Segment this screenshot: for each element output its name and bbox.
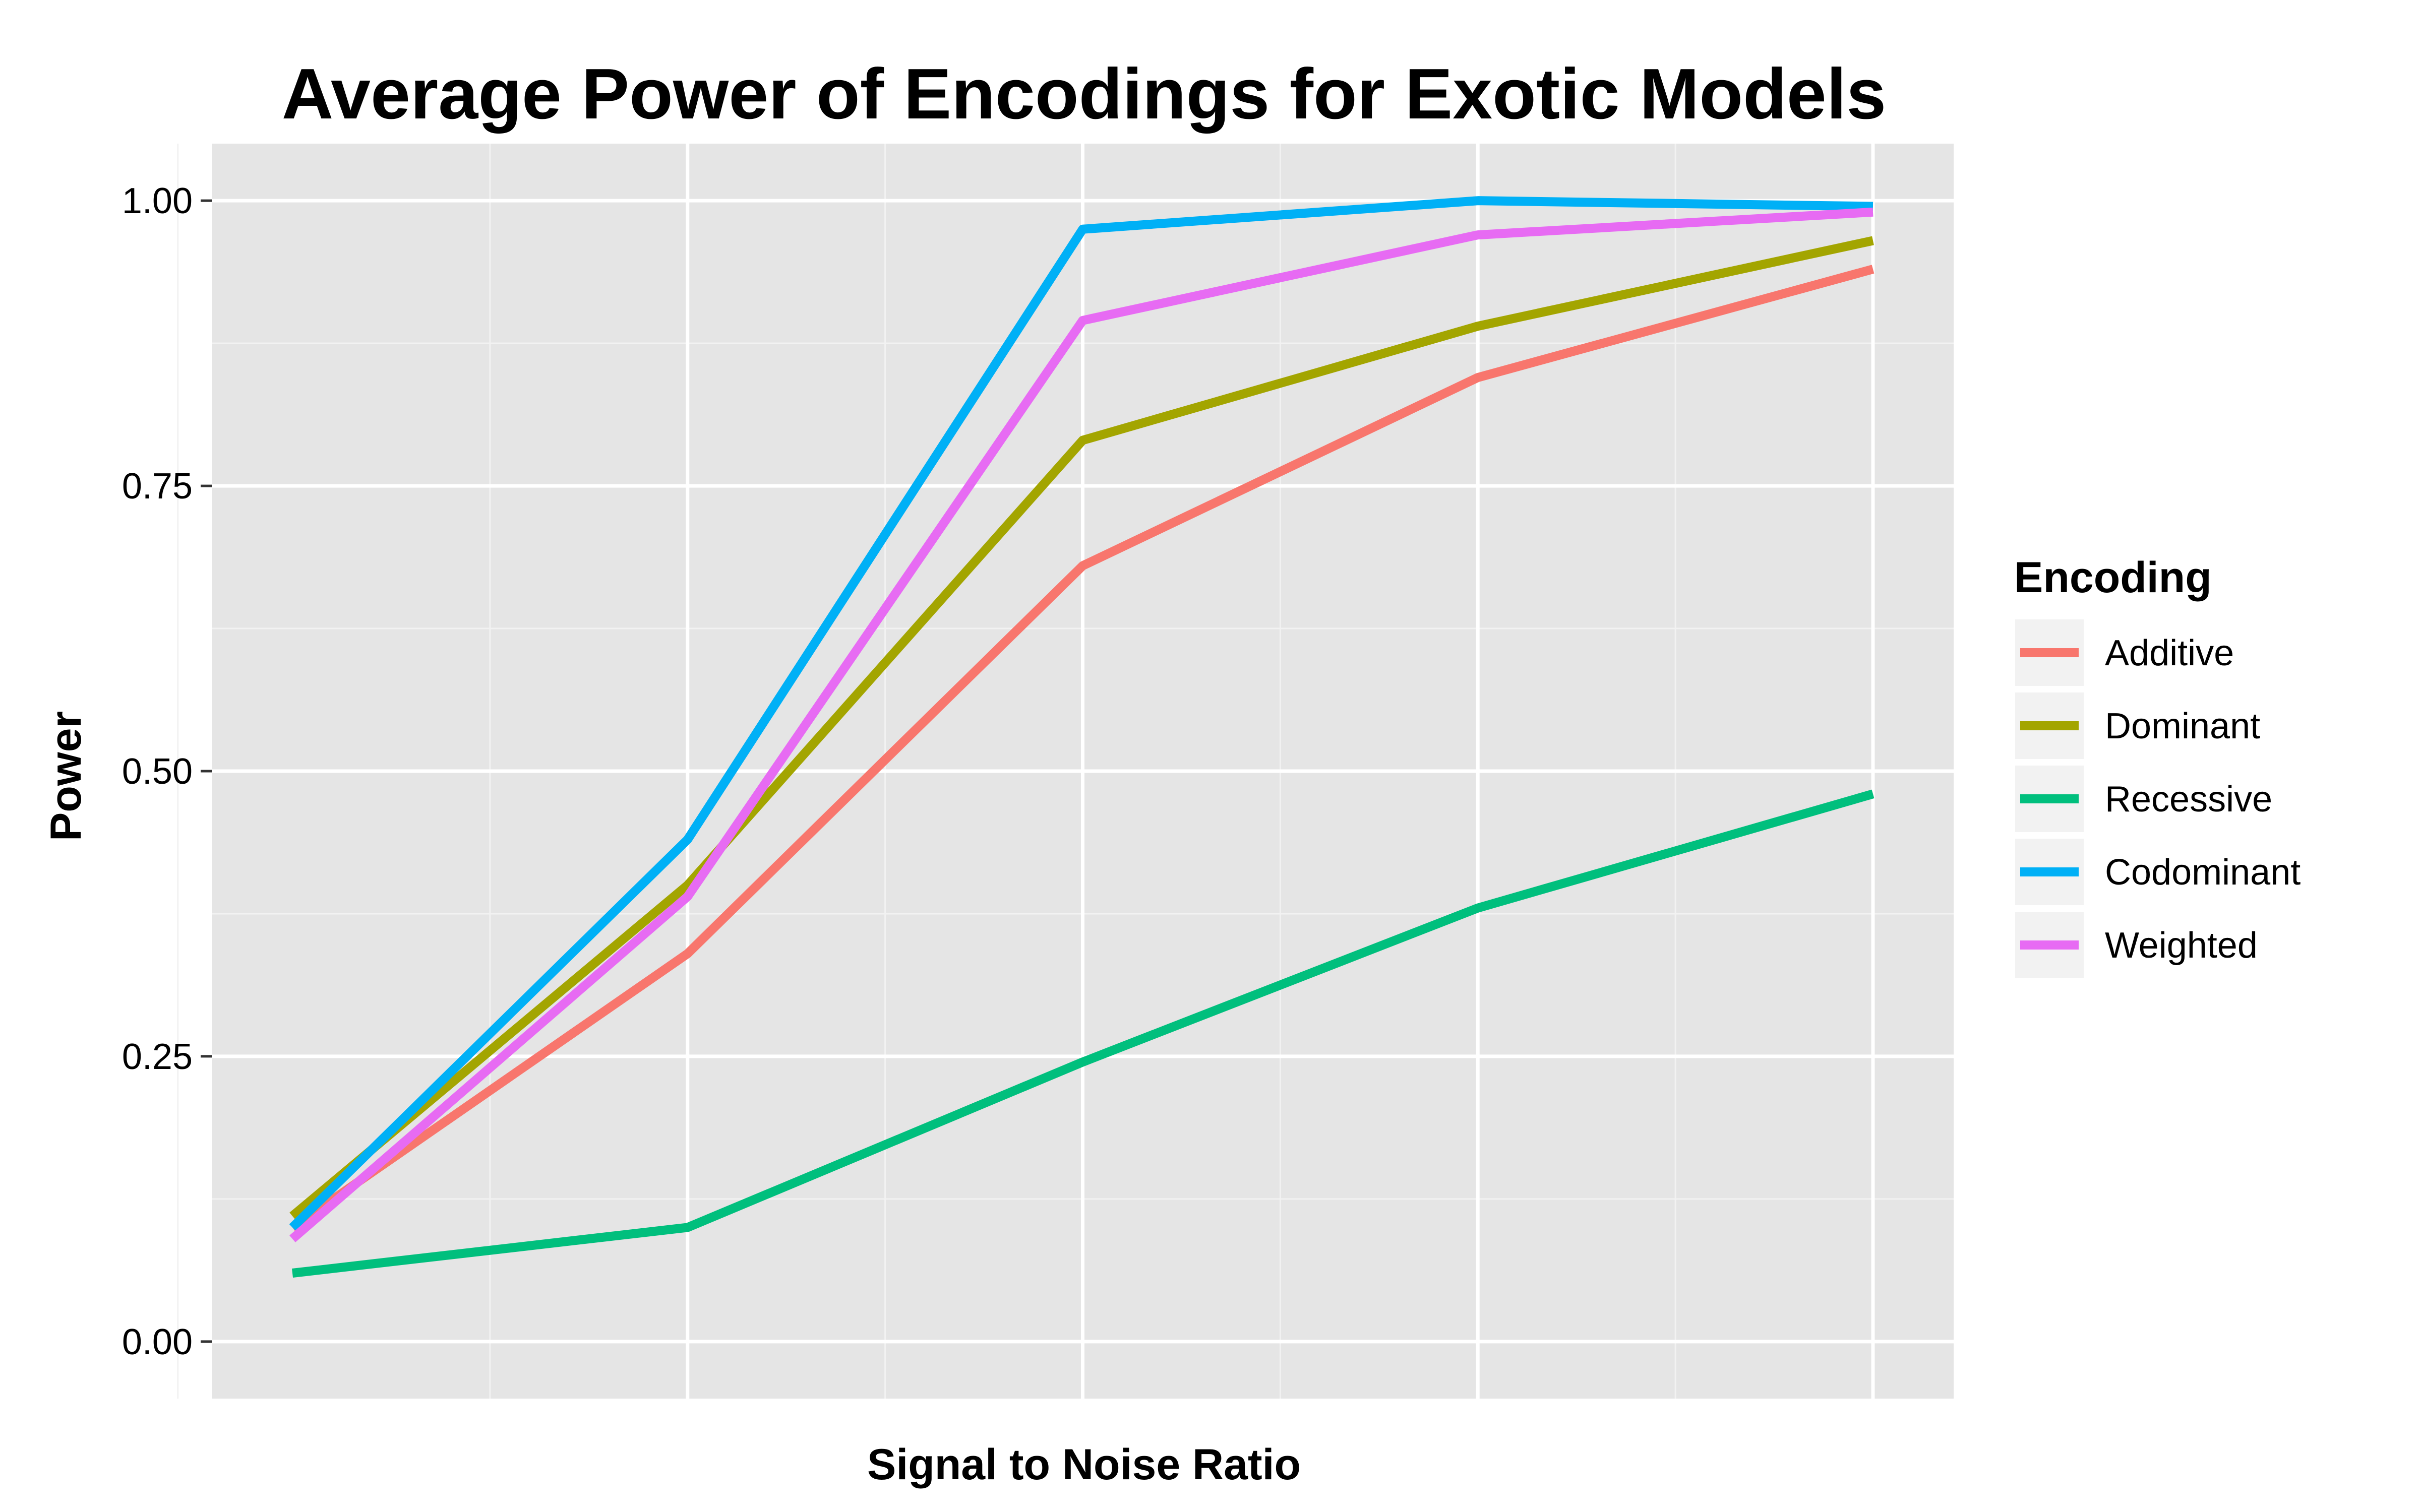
y-tick-label: 0.75 bbox=[122, 466, 193, 507]
series-line-recessive bbox=[291, 789, 1874, 1278]
x-axis-title: Signal to Noise Ratio bbox=[867, 1440, 1301, 1489]
plot-area: 0.00 0.25 0.50 0.75 1.00 bbox=[122, 144, 1954, 1399]
legend-label: Recessive bbox=[2105, 779, 2272, 820]
y-axis-title: Power bbox=[42, 711, 90, 841]
y-tick-label: 0.50 bbox=[122, 751, 193, 792]
legend-title: Encoding bbox=[2014, 553, 2212, 602]
legend-label: Additive bbox=[2105, 633, 2234, 673]
legend-label: Codominant bbox=[2105, 852, 2301, 893]
series-line-dominant bbox=[289, 236, 1874, 1220]
legend-label: Dominant bbox=[2105, 706, 2260, 746]
series-line-additive bbox=[289, 265, 1874, 1231]
chart-title: Average Power of Encodings for Exotic Mo… bbox=[282, 54, 1886, 134]
legend-label: Weighted bbox=[2105, 925, 2258, 966]
legend: Encoding Additive Dominant Recessive Codomi… bbox=[2013, 553, 2301, 980]
y-tick-label: 0.00 bbox=[122, 1322, 193, 1362]
y-tick-label: 1.00 bbox=[122, 181, 193, 221]
series-lines bbox=[289, 196, 1874, 1278]
series-line-codominant bbox=[289, 196, 1873, 1231]
y-axis: 0.00 0.25 0.50 0.75 1.00 bbox=[122, 181, 212, 1362]
series-line-weighted bbox=[289, 207, 1873, 1242]
y-tick-label: 0.25 bbox=[122, 1037, 193, 1077]
